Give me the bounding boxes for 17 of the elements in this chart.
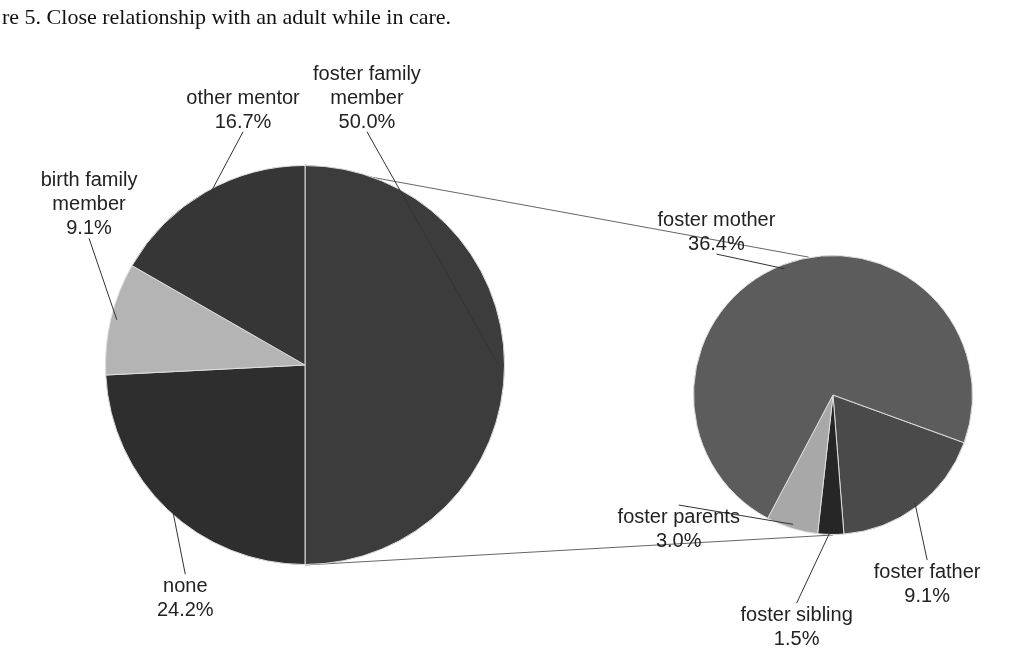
slice-label: other mentor — [186, 85, 301, 108]
slice-label: foster family member — [313, 61, 421, 108]
data-label: 1.5% — [773, 627, 820, 649]
data-label: 16.7% — [214, 109, 272, 132]
slice-label: foster mother — [657, 208, 776, 231]
slice-label: birth family member — [40, 168, 138, 215]
data-label: 50.0% — [338, 109, 396, 132]
chart-title: re 5. Close relationship with an adult while in care. — [2, 4, 452, 30]
data-label: 9.1% — [66, 216, 113, 239]
data-label: 9.1% — [904, 584, 951, 607]
slice-label: foster father — [873, 560, 981, 583]
data-label: 3.0% — [655, 529, 702, 552]
slice-label: foster parents — [617, 505, 740, 528]
slice-label: none — [163, 574, 208, 597]
data-label: 24.2% — [156, 598, 214, 621]
slice-label: foster sibling — [740, 603, 853, 626]
data-label: 36.4% — [688, 232, 745, 255]
